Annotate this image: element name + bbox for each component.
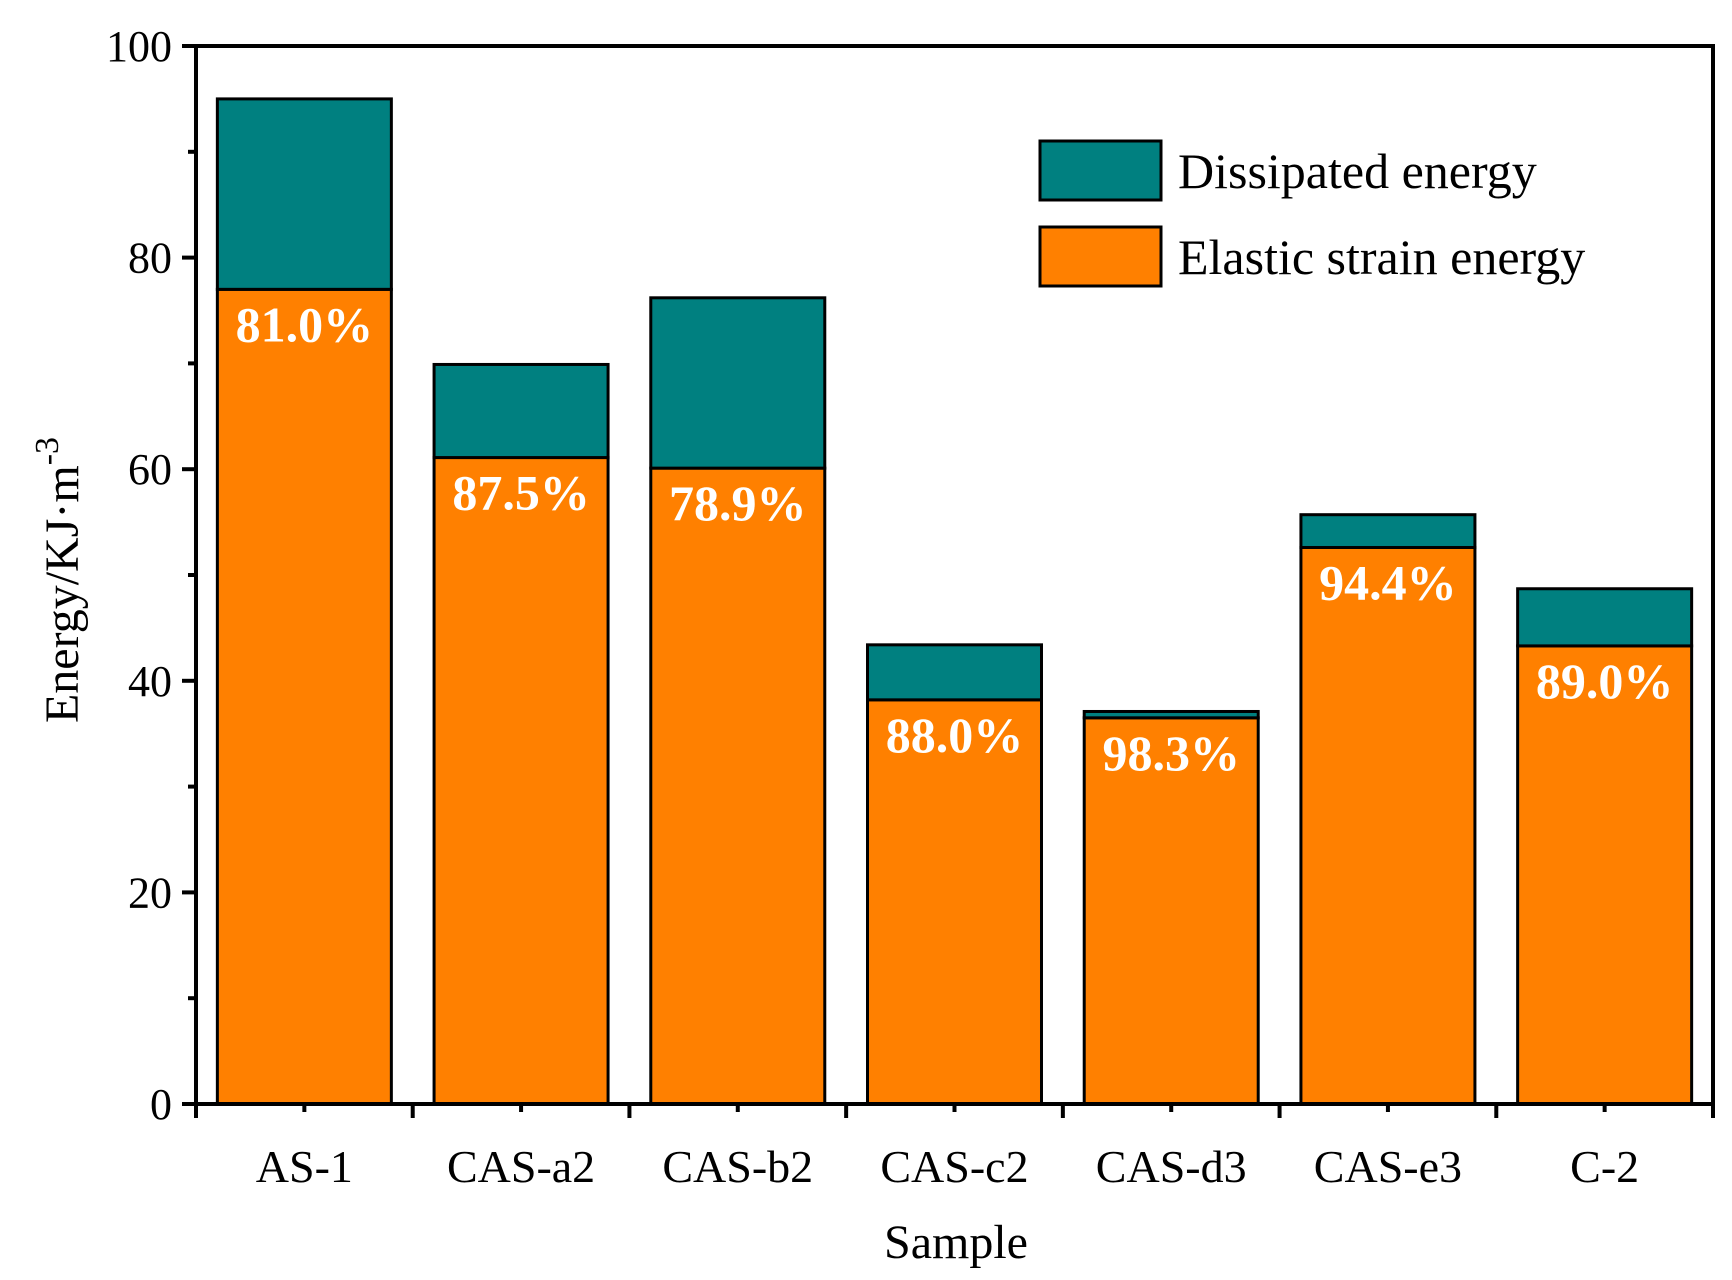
legend-label-dissipated: Dissipated energy [1178, 143, 1537, 199]
y-tick-label-40: 40 [128, 657, 172, 706]
axes-group: AS-1 CAS-a2 CAS-b2 CAS-c2 CAS-d3 CAS-e3 C-2 0 20… [106, 22, 1715, 1192]
y-tick-label-80: 80 [128, 234, 172, 283]
legend-swatch-elastic [1038, 225, 1163, 288]
y-tick-label-0: 0 [150, 1080, 172, 1129]
bar-dissipated-cas-a2 [432, 362, 610, 460]
percent-label-cas-e3: 94.4% [1319, 554, 1457, 610]
percent-label-cas-a2: 87.5% [452, 465, 590, 521]
bar-dissipated-cas-d3 [1082, 709, 1260, 720]
x-tick-label-c-2: C-2 [1570, 1141, 1639, 1192]
bar-elastic-cas-e3 [1299, 545, 1477, 1106]
y-axis-title: Energy/KJ·m-3 [29, 437, 89, 723]
y-tick-label-20: 20 [128, 868, 172, 917]
x-tick-label-cas-e3: CAS-e3 [1314, 1141, 1462, 1192]
legend: Dissipated energy Elastic strain energy [1038, 139, 1585, 288]
percent-label-as-1: 81.0% [236, 296, 374, 352]
bar-elastic-cas-b2 [649, 466, 827, 1106]
x-tick-label-as-1: AS-1 [256, 1141, 353, 1192]
legend-swatch-dissipated [1038, 139, 1163, 202]
x-axis-title: Sample [884, 1216, 1028, 1269]
percent-label-c-2: 89.0% [1536, 653, 1674, 709]
bar-dissipated-cas-b2 [649, 296, 827, 470]
bar-dissipated-as-1 [215, 97, 393, 291]
bar-dissipated-c-2 [1516, 587, 1694, 648]
y-axis-title-main: Energy/KJ·m [36, 465, 89, 723]
percent-label-cas-d3: 98.3% [1102, 725, 1240, 781]
legend-label-elastic: Elastic strain energy [1178, 229, 1585, 285]
percent-labels-group: 81.0% 87.5% 78.9% 88.0% 98.3% 94.4% 89.0% [236, 296, 1674, 780]
bar-dissipated-cas-e3 [1299, 513, 1477, 549]
bars-group [215, 97, 1694, 1106]
y-axis-title-superscript: -3 [29, 437, 66, 465]
percent-label-cas-b2: 78.9% [669, 475, 807, 531]
bar-elastic-as-1 [215, 287, 393, 1106]
percent-label-cas-c2: 88.0% [886, 707, 1024, 763]
y-tick-label-100: 100 [106, 22, 172, 71]
x-tick-label-cas-a2: CAS-a2 [447, 1141, 595, 1192]
x-tick-label-cas-b2: CAS-b2 [662, 1141, 813, 1192]
bar-elastic-c-2 [1516, 644, 1694, 1106]
bar-dissipated-cas-c2 [866, 643, 1043, 702]
bar-elastic-cas-a2 [432, 456, 610, 1106]
x-tick-label-cas-d3: CAS-d3 [1096, 1141, 1247, 1192]
y-tick-label-60: 60 [128, 445, 172, 494]
x-tick-label-cas-c2: CAS-c2 [880, 1141, 1028, 1192]
